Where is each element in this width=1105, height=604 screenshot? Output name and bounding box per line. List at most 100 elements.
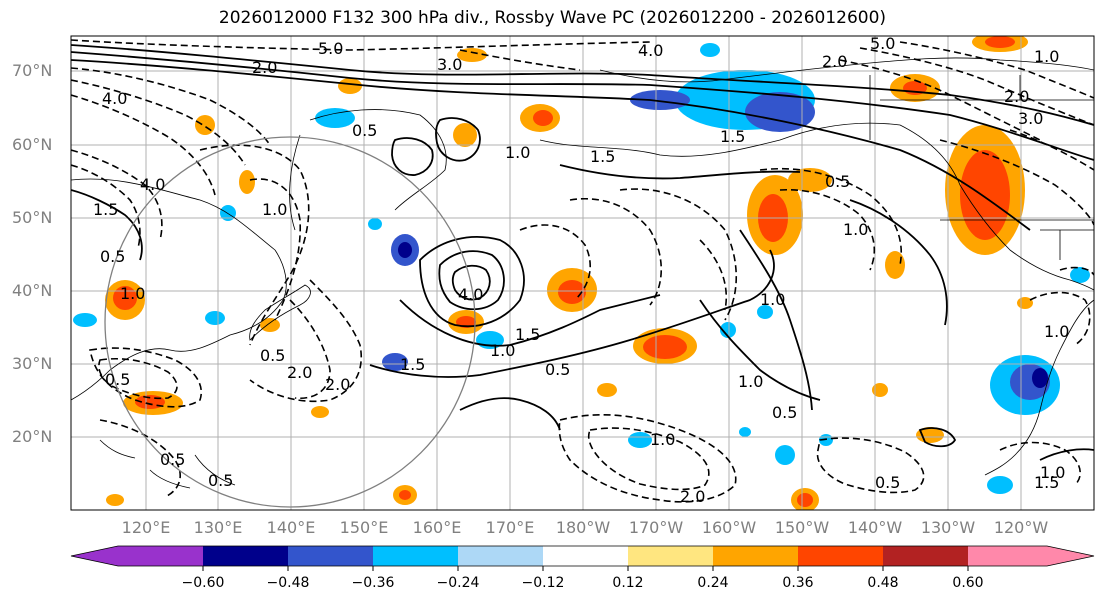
contour-label: 5.0 (870, 34, 895, 53)
lon-label: 130°W (920, 518, 976, 537)
lon-label: 170°W (628, 518, 684, 537)
div-blob-neg (745, 92, 815, 132)
div-blob-pos (106, 494, 124, 506)
div-blob-pos (456, 316, 476, 328)
contour-label: 1.5 (515, 325, 540, 344)
lon-label: 120°W (993, 518, 1049, 537)
lon-label: 180°W (555, 518, 611, 537)
colorbar-tick-label: −0.36 (351, 575, 395, 591)
contour-label: 1.0 (843, 220, 868, 239)
colorbar-outline (70, 545, 1095, 567)
lon-label: 160°W (701, 518, 757, 537)
lon-label: 140°W (847, 518, 903, 537)
contour-label: 1.0 (1040, 463, 1065, 482)
div-blob-neg (73, 313, 97, 327)
contour-label: 0.5 (825, 172, 850, 191)
map-title: 2026012000 F132 300 hPa div., Rossby Wav… (218, 8, 887, 28)
div-blob-neg (1032, 368, 1048, 388)
div-blob-pos (1017, 297, 1033, 309)
contour-label: 4.0 (102, 89, 127, 108)
contour-label: 1.0 (490, 341, 515, 360)
div-blob-neg (739, 427, 751, 437)
lat-label: 30°N (12, 354, 53, 373)
contour-label: 0.5 (208, 471, 233, 490)
colorbar-tick-label: 0.12 (612, 575, 644, 591)
contour-label: 0.5 (160, 450, 185, 469)
contour-label: 1.0 (120, 284, 145, 303)
div-blob-neg (720, 322, 736, 338)
div-blob-neg (368, 218, 382, 230)
div-blob-pos (643, 335, 687, 359)
colorbar-tick-label: 0.24 (697, 575, 729, 591)
contour-label: 1.0 (505, 143, 530, 162)
colorbar-tick-label: −0.48 (266, 575, 310, 591)
lon-label: 150°E (339, 518, 389, 537)
div-blob-pos (338, 78, 362, 94)
div-blob-pos (399, 490, 411, 500)
colorbar-cell (288, 546, 373, 566)
coastlines (71, 57, 1094, 489)
colorbar-extend-right (1047, 546, 1094, 566)
colorbar-tick-label: −0.24 (436, 575, 480, 591)
contour-label: 1.0 (262, 200, 287, 219)
contour-label: 2.0 (325, 375, 350, 394)
contour-label: 1.5 (720, 127, 745, 146)
div-blob-pos (872, 383, 888, 397)
contour-label: 1.0 (1044, 322, 1069, 341)
contour-label: 0.5 (260, 346, 285, 365)
colorbar-cell (713, 546, 798, 566)
colorbar-ticks (202, 566, 969, 571)
contour-label: 1.5 (93, 200, 118, 219)
div-blob-pos (113, 286, 137, 310)
colorbar-tick-label: 0.48 (867, 575, 899, 591)
div-blob-pos (453, 123, 477, 147)
div-blob-neg (630, 90, 690, 110)
contour-label: 0.5 (772, 403, 797, 422)
contour-label: 0.5 (105, 370, 130, 389)
lon-label: 170°E (485, 518, 535, 537)
div-blob-pos (960, 150, 1010, 240)
contour-label-group: 5.0 3.0 4.0 2.0 1.5 0.5 1.0 5.0 4.0 2.0 … (93, 34, 1069, 506)
colorbar-tick-label: −0.60 (181, 575, 225, 591)
contour-label: 0.5 (100, 247, 125, 266)
div-blob-neg (1070, 267, 1090, 283)
colorbar-tick-label: 0.60 (952, 575, 984, 591)
div-blob-pos (260, 318, 280, 332)
graticule (71, 36, 1094, 510)
contour-label: 3.0 (437, 55, 462, 74)
div-blob-neg (628, 432, 652, 448)
colorbar-cell (203, 546, 288, 566)
contour-label: 0.5 (545, 360, 570, 379)
contour-label: 4.0 (458, 285, 483, 304)
solid-contours (71, 44, 1094, 461)
contour-label: 2.0 (1004, 87, 1029, 106)
div-blob-pos (311, 406, 329, 418)
contour-label: 1.5 (590, 147, 615, 166)
colorbar-cell (458, 546, 543, 566)
contour-label: 1.5 (400, 355, 425, 374)
lat-label: 20°N (12, 427, 53, 446)
contour-label: 2.0 (680, 487, 705, 506)
lon-label: 150°W (774, 518, 830, 537)
colorbar-tick-label: 0.36 (782, 575, 814, 591)
div-blob-pos (558, 280, 586, 304)
contour-label: 2.0 (822, 52, 847, 71)
colorbar-cell (373, 546, 458, 566)
contour-label: 4.0 (638, 41, 663, 60)
div-blob-pos (533, 110, 553, 126)
div-blob-neg (398, 242, 412, 258)
div-blob-pos (597, 383, 617, 397)
colorbar-cell (543, 546, 628, 566)
div-blob-pos (985, 36, 1015, 48)
lat-label: 70°N (12, 61, 53, 80)
colorbar (70, 545, 1095, 571)
contour-label: 0.5 (875, 473, 900, 492)
contour-label: 1.0 (760, 290, 785, 309)
contour-label: 4.0 (140, 175, 165, 194)
div-blob-pos (797, 493, 813, 507)
colorbar-cell (968, 546, 1047, 566)
colorbar-cell (883, 546, 968, 566)
lat-label: 60°N (12, 135, 53, 154)
contour-label: 1.5 (1034, 473, 1059, 492)
